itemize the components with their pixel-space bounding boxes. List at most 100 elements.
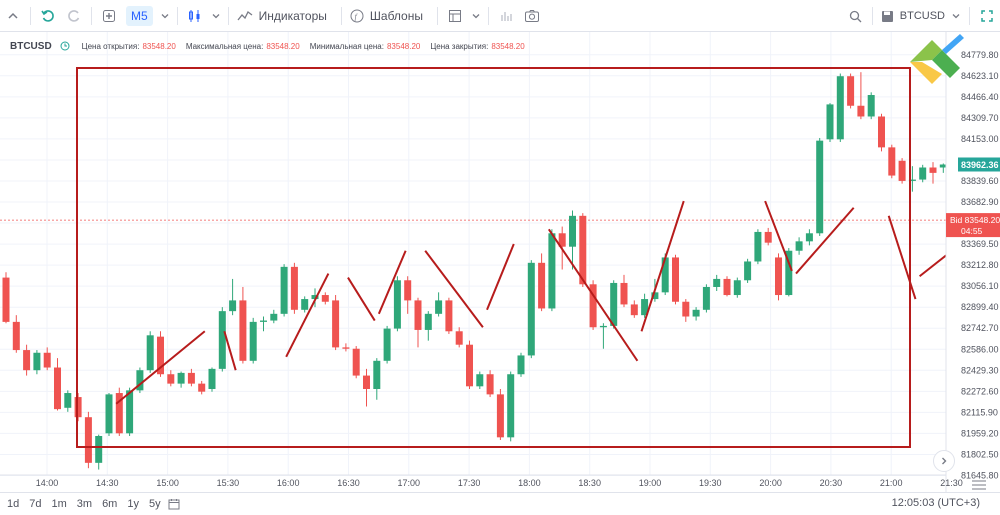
candle <box>404 276 412 314</box>
clock-timezone[interactable]: 12:05:03 (UTC+3) <box>891 497 980 509</box>
range-button-7d[interactable]: 7d <box>29 498 42 510</box>
candle <box>342 343 350 352</box>
range-button-1y[interactable]: 1y <box>127 498 139 510</box>
price-tick-label: 83369.50 <box>961 239 999 249</box>
candle-body <box>54 367 61 410</box>
candle-body <box>548 233 556 309</box>
price-axis[interactable]: 84779.80 84623.10 84466.40 84309.70 84153.00… <box>945 32 1000 492</box>
candle-body <box>661 257 669 293</box>
indicators-button[interactable]: Индикаторы <box>233 0 337 32</box>
time-tick-label: 19:00 <box>639 478 662 488</box>
scroll-to-realtime-button[interactable] <box>933 450 955 472</box>
trend-line <box>285 273 330 358</box>
candle-body <box>167 374 175 384</box>
candle-body <box>404 280 412 301</box>
candle-body <box>352 348 360 376</box>
candle <box>157 331 164 377</box>
candle <box>908 166 916 192</box>
candle-body <box>12 321 20 351</box>
price-axis-bg <box>946 32 1000 492</box>
symbol-selector[interactable]: BTCUSD <box>877 0 965 32</box>
trend-line <box>347 277 376 322</box>
candle-body <box>857 105 865 117</box>
candle-body <box>713 278 721 287</box>
current-price-badge <box>958 157 1000 172</box>
open-label: Цена открытия: <box>81 41 140 51</box>
timeframe-button[interactable]: M5 <box>122 0 157 32</box>
chart-type-chevron-down-icon[interactable] <box>208 0 224 32</box>
toolbar-divider <box>436 6 438 25</box>
range-button-5y[interactable]: 5y <box>148 498 161 510</box>
chart-type-candles-icon[interactable] <box>182 0 208 32</box>
candle <box>74 393 82 422</box>
candle <box>208 367 216 392</box>
candle <box>177 371 185 388</box>
price-tick-label: 82429.30 <box>961 365 999 375</box>
price-tick-label: 83056.10 <box>961 281 999 291</box>
candle <box>764 227 772 246</box>
ohlc-legend: BTCUSD Цена открытия: 83548.20 Максималь… <box>10 38 525 54</box>
redo-icon[interactable] <box>61 0 87 32</box>
candle-body <box>908 179 916 181</box>
bid-price-label: Bid 83548.20 <box>950 215 1000 225</box>
candle-body <box>785 250 793 296</box>
range-button-1d[interactable]: 1d <box>7 498 20 510</box>
candle-body <box>115 393 123 434</box>
compare-bars-icon[interactable] <box>493 0 519 32</box>
search-icon[interactable] <box>844 0 868 32</box>
templates-label: Шаблоны <box>369 8 423 23</box>
range-button-1m[interactable]: 1m <box>51 498 67 510</box>
candle <box>95 434 103 470</box>
price-tick-label: 82272.60 <box>961 386 999 396</box>
add-symbol-icon[interactable] <box>96 0 122 32</box>
time-tick-label: 16:30 <box>337 478 360 488</box>
layout-icon[interactable] <box>442 0 468 32</box>
indicators-label: Индикаторы <box>258 8 327 23</box>
camera-icon[interactable] <box>519 0 545 32</box>
candle-body <box>888 147 896 176</box>
candle <box>424 311 432 341</box>
candle <box>373 358 381 400</box>
candle-body <box>435 300 443 314</box>
fullscreen-icon[interactable] <box>974 0 1000 32</box>
toolbar-divider <box>340 6 342 25</box>
candle <box>836 73 844 142</box>
candle-body <box>105 394 113 434</box>
time-tick-label: 15:00 <box>156 478 179 488</box>
bottom-bar: 1d 7d 1m 3m 6m 1y 5y 12:05:03 (UTC+3) <box>0 492 1000 515</box>
high-label: Максимальная цена: <box>185 41 264 51</box>
candle-body <box>270 313 278 321</box>
candle <box>847 73 855 109</box>
templates-button[interactable]: f Шаблоны <box>346 0 433 32</box>
candle <box>64 390 72 412</box>
calendar-icon[interactable] <box>168 498 180 510</box>
time-axis[interactable]: 14:00 14:30 15:00 15:30 16:00 16:30 17:00 17:30… <box>0 474 963 488</box>
price-chart[interactable]: 84779.80 84623.10 84466.40 84309.70 84153.00… <box>0 32 1000 492</box>
price-tick-label: 83682.90 <box>961 197 999 207</box>
candle <box>630 300 638 318</box>
candle <box>270 309 278 324</box>
candle <box>105 393 113 436</box>
candle <box>126 387 134 436</box>
candle-body <box>692 309 700 317</box>
range-button-6m[interactable]: 6m <box>102 498 118 510</box>
chevron-right-icon <box>942 457 947 465</box>
candle-body <box>517 355 525 375</box>
collapse-chevron-up-icon[interactable] <box>0 0 26 32</box>
candle-body <box>445 300 453 332</box>
candle-body <box>496 394 504 438</box>
candle-body <box>95 435 103 463</box>
range-button-3m[interactable]: 3m <box>76 498 93 510</box>
indicators-icon <box>237 10 253 20</box>
toolbar-divider <box>30 6 31 25</box>
layout-chevron-down-icon[interactable] <box>468 0 484 32</box>
toolbar-divider <box>176 6 178 25</box>
candle-body <box>754 231 762 262</box>
trend-line <box>486 243 515 311</box>
undo-icon[interactable] <box>35 0 61 32</box>
candle <box>527 260 535 359</box>
timeframe-chevron-down-icon[interactable] <box>157 0 173 32</box>
brand-logo <box>910 34 964 84</box>
low-label: Минимальная цена: <box>309 41 384 51</box>
candle-body <box>414 300 422 330</box>
